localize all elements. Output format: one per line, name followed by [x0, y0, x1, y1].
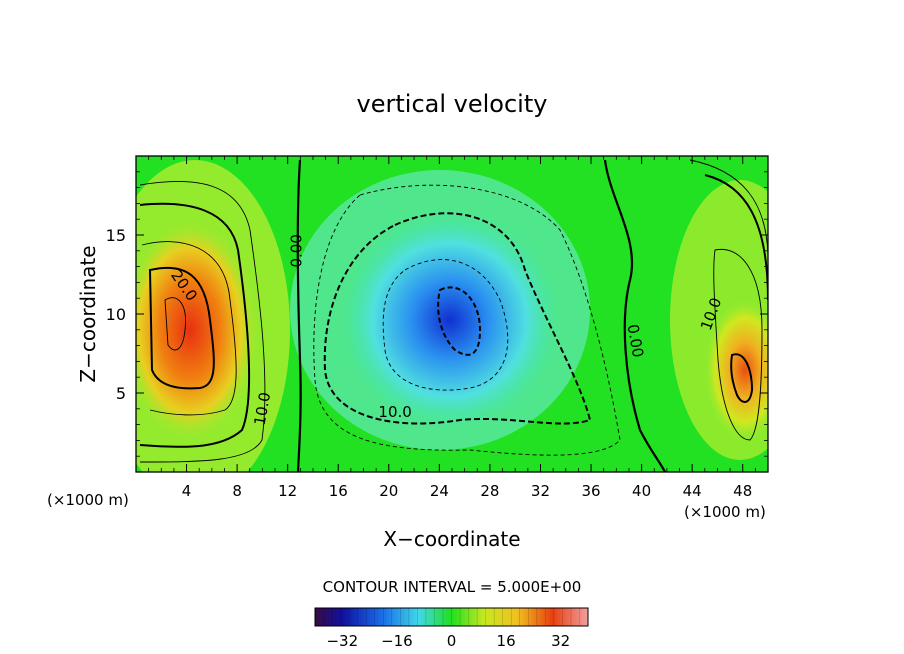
colorbar-frame [314, 607, 589, 627]
colorbar-tick-label: −16 [381, 632, 413, 650]
contour-label: 0.00 [288, 234, 306, 267]
x-axis-label: X−coordinate [383, 527, 520, 551]
x-tick-label: 12 [278, 482, 297, 500]
x-axis: 4 8 12 16 20 24 28 32 36 40 44 48 [148, 156, 756, 500]
colorbar-tick-label: 16 [497, 632, 516, 650]
colorbar: −32 −16 0 16 32 [314, 607, 589, 650]
x-tick-label: 48 [733, 482, 752, 500]
chart-title: vertical velocity [357, 90, 548, 118]
contour-label: 10.0 [378, 403, 411, 421]
x-tick-label: 24 [430, 482, 449, 500]
x-tick-label: 44 [683, 482, 702, 500]
x-tick-label: 36 [581, 482, 600, 500]
x-tick-label: 28 [480, 482, 499, 500]
contour-interval-label: CONTOUR INTERVAL = 5.000E+00 [323, 578, 582, 596]
colorbar-tick-label: 32 [551, 632, 570, 650]
y-tick-label: 10 [106, 305, 126, 324]
x-unit-label-left: (×1000 m) [47, 491, 129, 509]
contour-label: 10.0 [251, 391, 275, 427]
y-tick-label: 15 [106, 226, 126, 245]
colorbar-tick-label: −32 [326, 632, 358, 650]
right-updraft-core [705, 300, 768, 440]
contour-label: 0.00 [624, 323, 648, 359]
x-tick-label: 4 [182, 482, 192, 500]
contour-lines [139, 159, 768, 472]
downdraft-core [340, 210, 560, 430]
x-tick-label: 32 [531, 482, 550, 500]
x-tick-label: 8 [232, 482, 242, 500]
plot-area [136, 156, 768, 472]
y-tick-label: 5 [116, 384, 126, 403]
x-tick-label: 16 [329, 482, 348, 500]
x-tick-label: 20 [379, 482, 398, 500]
colorbar-tick-label: 0 [447, 632, 457, 650]
colorbar-gradient [315, 608, 588, 626]
y-axis-label: Z−coordinate [76, 245, 100, 382]
x-unit-label-right: (×1000 m) [684, 503, 766, 521]
x-tick-label: 40 [632, 482, 651, 500]
y-axis: 5 10 15 [106, 171, 768, 457]
